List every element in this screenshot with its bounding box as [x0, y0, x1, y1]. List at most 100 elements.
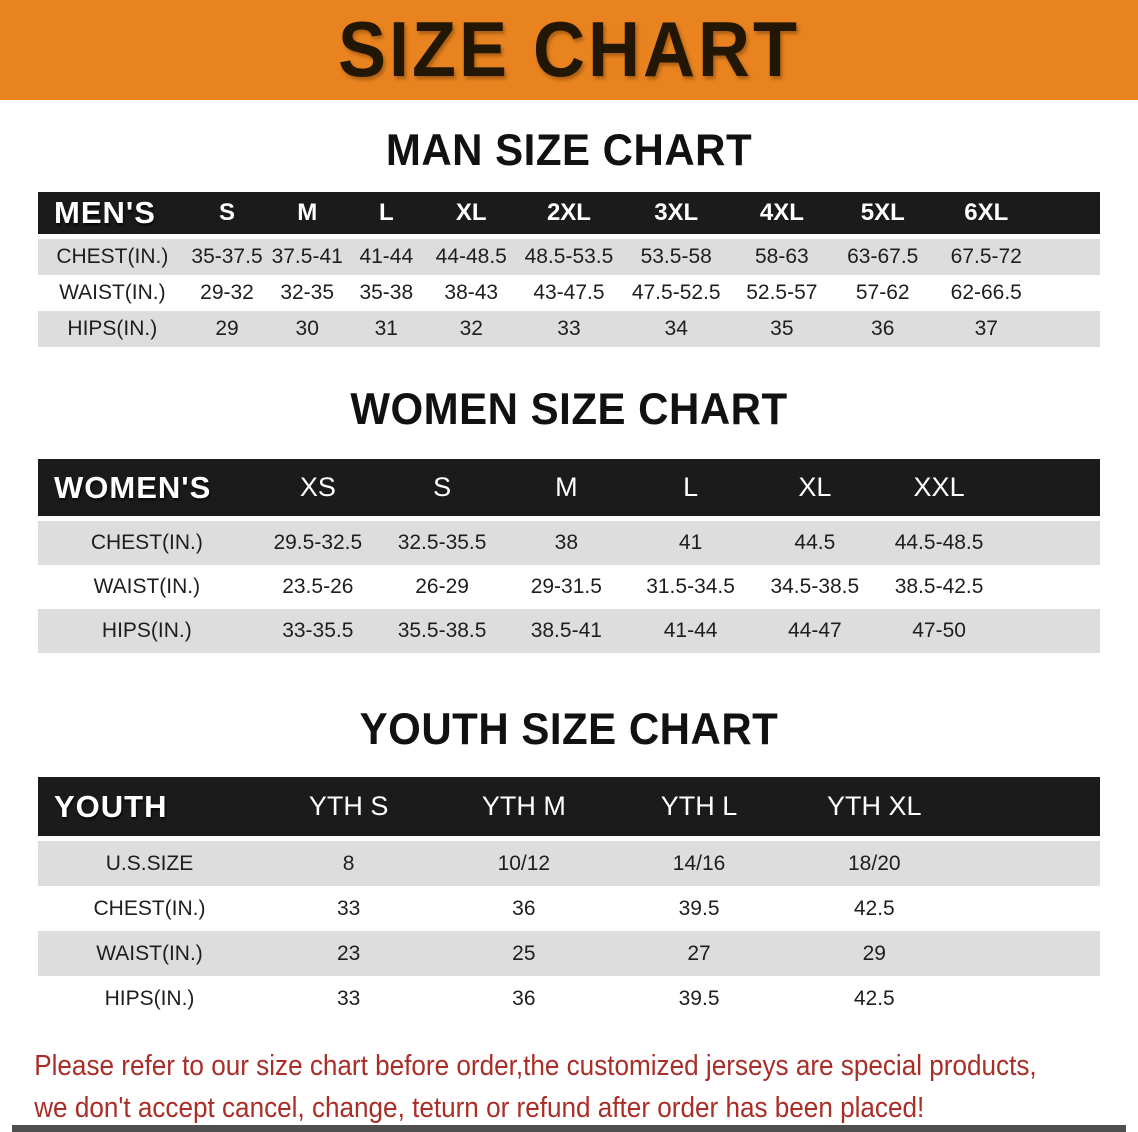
size-cell: 62-66.5 [933, 275, 1040, 311]
filler-cell [1001, 521, 1100, 565]
women-section-title: WOMEN SIZE CHART [350, 383, 788, 434]
size-cell: 44-48.5 [425, 239, 517, 275]
size-cell: 34.5-38.5 [752, 565, 877, 609]
disclaimer-note: Please refer to our size chart before or… [0, 1045, 1036, 1129]
size-cell: 44.5-48.5 [876, 521, 1002, 565]
size-cell: 38-43 [425, 275, 517, 311]
size-cell: 29 [186, 311, 268, 347]
size-cell: 29 [786, 931, 962, 976]
filler-cell [1001, 609, 1100, 653]
filler-cell [961, 976, 1100, 1021]
size-column-header: L [628, 459, 753, 521]
size-cell: 29.5-32.5 [255, 521, 380, 565]
row-label: WAIST(IN.) [38, 565, 256, 609]
youth-ussize-row: U.S.SIZE 8 10/12 14/16 18/20 [38, 841, 1100, 886]
filler-cell [961, 841, 1100, 886]
size-cell: 10/12 [436, 841, 612, 886]
youth-hips-row: HIPS(IN.) 33 36 39.5 42.5 [38, 976, 1100, 1021]
row-label: WAIST(IN.) [38, 275, 187, 311]
filler-cell [961, 931, 1100, 976]
size-cell: 26-29 [379, 565, 505, 609]
size-cell: 42.5 [786, 976, 962, 1021]
size-cell: 33 [516, 311, 621, 347]
men-hips-row: HIPS(IN.) 29 30 31 32 33 34 35 36 37 [38, 311, 1100, 347]
row-label: HIPS(IN.) [38, 311, 187, 347]
filler-cell [1001, 565, 1100, 609]
men-section-title: MAN SIZE CHART [385, 124, 753, 175]
youth-size-table: YOUTH YTH S YTH M YTH L YTH XL U.S.SIZE … [38, 777, 1100, 1021]
bottom-divider-bar [12, 1125, 1126, 1132]
size-cell: 27 [611, 931, 787, 976]
row-label: WAIST(IN.) [38, 931, 262, 976]
size-cell: 41-44 [628, 609, 753, 653]
size-cell: 33 [261, 886, 437, 931]
size-cell: 47.5-52.5 [620, 275, 732, 311]
row-label: U.S.SIZE [38, 841, 262, 886]
size-column-header: XXL [876, 459, 1002, 521]
youth-section-title: YOUTH SIZE CHART [359, 703, 779, 754]
size-cell: 29-32 [186, 275, 268, 311]
size-cell: 32.5-35.5 [379, 521, 505, 565]
size-chart-banner: SIZE CHART [0, 0, 1138, 100]
size-column-header: XL [752, 459, 877, 521]
youth-chest-row: CHEST(IN.) 33 36 39.5 42.5 [38, 886, 1100, 931]
size-cell: 31 [347, 311, 426, 347]
size-column-header: YTH S [261, 777, 437, 841]
size-column-header: XS [255, 459, 380, 521]
size-cell: 36 [436, 976, 612, 1021]
size-column-header: L [347, 192, 426, 239]
size-cell: 52.5-57 [731, 275, 833, 311]
youth-header-row: YOUTH YTH S YTH M YTH L YTH XL [38, 777, 1100, 841]
size-cell: 58-63 [731, 239, 833, 275]
row-label: HIPS(IN.) [38, 609, 256, 653]
row-label: CHEST(IN.) [38, 886, 262, 931]
size-column-header: YTH L [611, 777, 787, 841]
banner-title: SIZE CHART [338, 6, 800, 94]
header-filler [1001, 459, 1100, 521]
size-cell: 36 [832, 311, 934, 347]
size-cell: 38.5-42.5 [876, 565, 1002, 609]
size-column-header: XL [425, 192, 517, 239]
size-cell: 36 [436, 886, 612, 931]
size-column-header: YTH XL [786, 777, 962, 841]
size-cell: 37 [933, 311, 1040, 347]
youth-corner-label: YOUTH [38, 777, 262, 841]
size-cell: 37.5-41 [267, 239, 348, 275]
size-cell: 41-44 [347, 239, 426, 275]
size-cell: 57-62 [832, 275, 934, 311]
women-chest-row: CHEST(IN.) 29.5-32.5 32.5-35.5 38 41 44.… [38, 521, 1100, 565]
size-cell: 35.5-38.5 [379, 609, 505, 653]
size-cell: 30 [267, 311, 348, 347]
size-cell: 42.5 [786, 886, 962, 931]
size-cell: 47-50 [876, 609, 1002, 653]
size-column-header: 4XL [731, 192, 833, 239]
size-cell: 41 [628, 521, 753, 565]
row-label: HIPS(IN.) [38, 976, 262, 1021]
size-cell: 44-47 [752, 609, 877, 653]
size-column-header: M [267, 192, 348, 239]
size-cell: 34 [620, 311, 732, 347]
size-cell: 53.5-58 [620, 239, 732, 275]
size-cell: 25 [436, 931, 612, 976]
row-label: CHEST(IN.) [38, 239, 187, 275]
header-filler [1039, 192, 1100, 239]
women-header-row: WOMEN'S XS S M L XL XXL [38, 459, 1100, 521]
size-column-header: 6XL [933, 192, 1040, 239]
disclaimer-line-2: we don't accept cancel, change, teturn o… [34, 1092, 925, 1124]
size-cell: 14/16 [611, 841, 787, 886]
size-cell: 35 [731, 311, 833, 347]
men-waist-row: WAIST(IN.) 29-32 32-35 35-38 38-43 43-47… [38, 275, 1100, 311]
women-hips-row: HIPS(IN.) 33-35.5 35.5-38.5 38.5-41 41-4… [38, 609, 1100, 653]
size-cell: 43-47.5 [516, 275, 621, 311]
men-header-row: MEN'S S M L XL 2XL 3XL 4XL 5XL 6XL [38, 192, 1100, 239]
youth-waist-row: WAIST(IN.) 23 25 27 29 [38, 931, 1100, 976]
size-cell: 39.5 [611, 976, 787, 1021]
men-size-table: MEN'S S M L XL 2XL 3XL 4XL 5XL 6XL CHEST… [38, 192, 1100, 347]
size-column-header: 3XL [620, 192, 732, 239]
women-size-table: WOMEN'S XS S M L XL XXL CHEST(IN.) 29.5-… [38, 459, 1100, 653]
size-cell: 18/20 [786, 841, 962, 886]
size-cell: 33-35.5 [255, 609, 380, 653]
size-cell: 39.5 [611, 886, 787, 931]
size-column-header: S [186, 192, 268, 239]
size-cell: 67.5-72 [933, 239, 1040, 275]
